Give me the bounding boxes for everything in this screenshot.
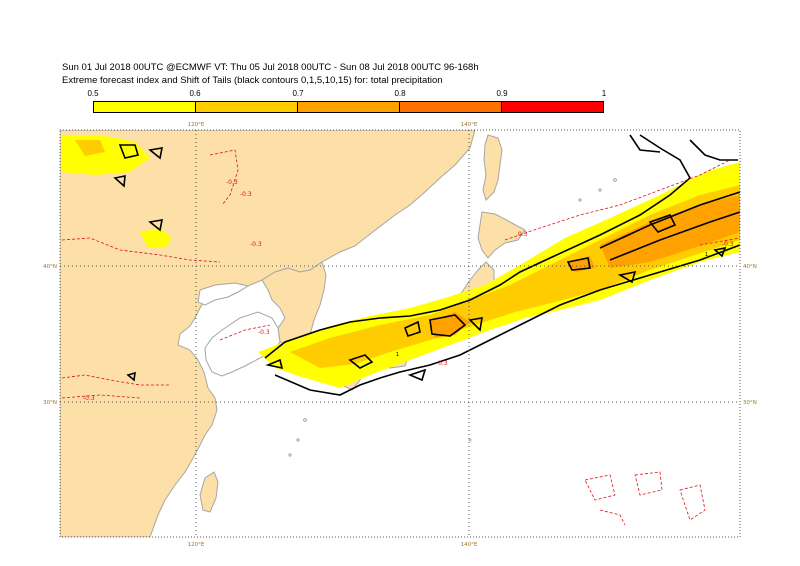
colorbar-label: 0.5 <box>87 89 99 98</box>
contour-label: 0.3 <box>518 231 528 238</box>
lon-label-top-140: 140°E <box>461 122 478 128</box>
lat-label-right-30: 30°N <box>743 400 757 406</box>
lat-label-left-30: 30°N <box>43 400 57 406</box>
sot-contours <box>113 134 740 396</box>
lon-label-bottom-140: 140°E <box>461 542 478 548</box>
colorbar-segment <box>400 102 502 112</box>
land-hokkaido <box>477 211 526 259</box>
chart-title-line-2: Extreme forecast index and Shift of Tail… <box>62 75 443 86</box>
contour-label: -0.3 <box>436 360 448 367</box>
lon-label-top-120: 120°E <box>188 122 205 128</box>
small-islands <box>288 178 617 457</box>
chart-title-line-1: Sun 01 Jul 2018 00UTC @ECMWF VT: Thu 05 … <box>62 62 479 73</box>
colorbar-label: 0.9 <box>496 89 508 98</box>
colorbar-segment <box>94 102 196 112</box>
contour-label: -0.3 <box>258 329 270 336</box>
lat-label-right-40: 40°N <box>743 264 757 270</box>
contour-label: -0.3 <box>240 191 252 198</box>
lat-label-left-40: 40°N <box>43 264 57 270</box>
colorbar-label: 0.8 <box>394 89 406 98</box>
sot-contour-label: 1 <box>705 252 708 258</box>
colorbar-label: 0.7 <box>292 89 304 98</box>
sot-contour-label: 1 <box>396 352 399 358</box>
lon-label-bottom-120: 120°E <box>188 542 205 548</box>
colorbar-label: 0.6 <box>189 89 201 98</box>
colorbar-segment <box>298 102 400 112</box>
graticule <box>60 130 740 537</box>
colorbar-segment <box>502 102 603 112</box>
colorbar <box>93 101 604 113</box>
map-frame <box>59 129 741 538</box>
land-sakhalin <box>482 134 503 201</box>
land-taiwan <box>199 471 219 513</box>
contour-label: -0.3 <box>83 395 95 402</box>
contour-label: -0.3 <box>226 179 238 186</box>
contour-label: -0.3 <box>722 241 734 248</box>
colorbar-label: 1 <box>601 89 607 98</box>
colorbar-segment <box>196 102 298 112</box>
sea-bohai <box>197 282 250 306</box>
contour-label: -0.3 <box>250 241 262 248</box>
sea-yellow-sea <box>204 311 281 377</box>
land-korea <box>261 261 327 347</box>
efi-dashed-contours <box>61 149 740 526</box>
